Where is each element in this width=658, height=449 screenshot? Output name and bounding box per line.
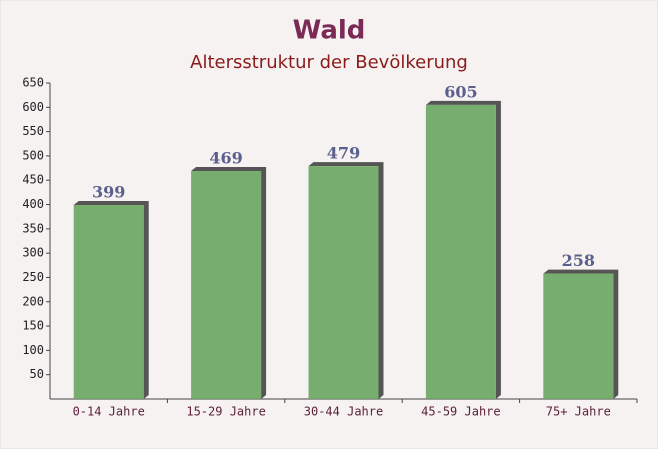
y-tick-label: 450 — [22, 173, 44, 187]
y-tick-label: 600 — [22, 100, 44, 114]
value-label: 605 — [444, 82, 477, 101]
x-tick-label: 45-59 Jahre — [421, 405, 500, 419]
y-tick-label: 650 — [22, 76, 44, 90]
y-tick-label: 150 — [22, 319, 44, 333]
bar — [191, 170, 262, 399]
y-tick-label: 350 — [22, 221, 44, 235]
value-label: 469 — [209, 148, 242, 167]
y-tick-label: 300 — [22, 246, 44, 260]
y-tick-label: 400 — [22, 197, 44, 211]
y-tick-label: 200 — [22, 294, 44, 308]
y-tick-label: 250 — [22, 270, 44, 284]
value-label: 399 — [92, 183, 125, 202]
bar — [425, 104, 496, 399]
y-tick-label: 550 — [22, 124, 44, 138]
y-tick-label: 50 — [30, 367, 44, 381]
x-tick-label: 30-44 Jahre — [304, 405, 383, 419]
x-tick-label: 15-29 Jahre — [186, 405, 265, 419]
chart-title: Wald — [293, 16, 366, 46]
bar — [543, 273, 614, 399]
value-label: 258 — [562, 251, 595, 270]
value-label: 479 — [327, 144, 360, 163]
y-tick-label: 500 — [22, 148, 44, 162]
bar — [73, 205, 144, 399]
x-tick-label: 75+ Jahre — [546, 405, 611, 419]
x-tick-label: 0-14 Jahre — [73, 405, 145, 419]
y-tick-label: 100 — [22, 343, 44, 357]
chart-subtitle: Altersstruktur der Bevölkerung — [190, 52, 468, 73]
bar — [308, 166, 379, 399]
